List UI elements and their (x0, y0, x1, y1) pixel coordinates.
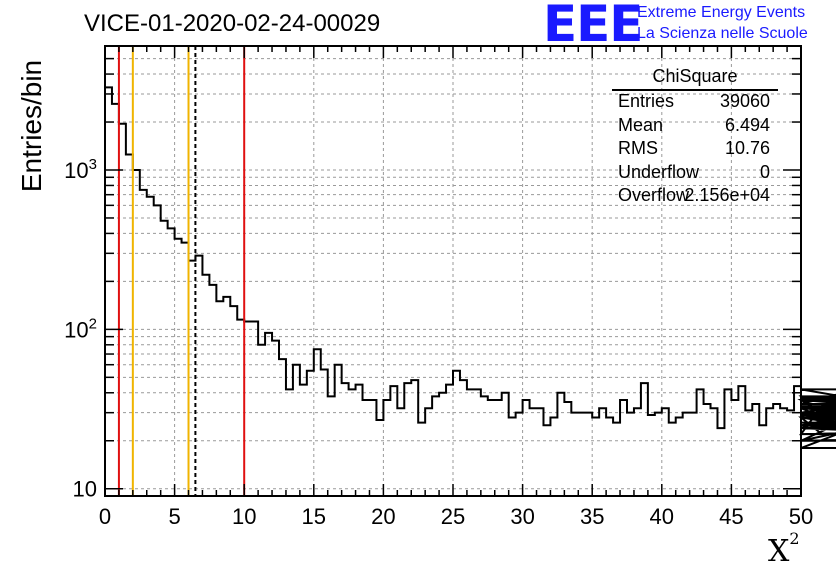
logo-line-2: La Scienza nelle Scuole (637, 25, 808, 42)
stats-box: ChiSquare Entries 39060 Mean 6.494 RMS 1… (612, 66, 778, 209)
x-tick-label: 5 (168, 504, 180, 529)
stats-row-entries: Entries 39060 (612, 91, 776, 115)
stats-value: 2.156e+04 (684, 185, 770, 205)
x-tick-label: 10 (232, 504, 256, 529)
x-tick-label: 45 (719, 504, 743, 529)
stats-value: 39060 (719, 91, 770, 111)
stats-key: Underflow (618, 161, 700, 182)
x-tick-label: 50 (789, 504, 813, 529)
x-tick-label: 35 (580, 504, 604, 529)
stats-row-overflow: Overflow 2.156e+04 (612, 185, 776, 209)
stats-value: 0 (759, 161, 770, 182)
chart-title: VICE-01-2020-02-24-00029 (84, 10, 381, 37)
stats-row-underflow: Underflow 0 (612, 162, 776, 186)
x-tick-label: 30 (510, 504, 534, 529)
stats-row-mean: Mean 6.494 (612, 115, 776, 139)
x-axis-label: Χ2 (768, 529, 800, 569)
x-tick-label: 0 (99, 504, 111, 529)
stats-title: ChiSquare (612, 66, 778, 91)
y-axis-label: Entries/bin (16, 59, 47, 193)
stats-value: 10.76 (724, 138, 770, 158)
x-tick-label: 25 (441, 504, 465, 529)
stats-key: RMS (618, 138, 658, 158)
stats-key: Mean (618, 114, 664, 135)
stats-row-rms: RMS 10.76 (612, 138, 776, 162)
eee-logo: EEE (543, 0, 643, 53)
y-tick-label: 103 (64, 156, 97, 183)
x-tick-label: 40 (650, 504, 674, 529)
x-axis-label-base: Χ (768, 534, 790, 569)
stats-key: Overflow (618, 185, 690, 205)
histogram-series (105, 86, 836, 450)
x-tick-label: 20 (371, 504, 395, 529)
x-tick-label: 15 (302, 504, 326, 529)
y-tick-label: 10 (73, 477, 97, 502)
stats-key: Entries (618, 91, 675, 111)
logo-line-1: Extreme Energy Events (637, 4, 806, 21)
y-tick-label: 102 (64, 315, 97, 342)
stats-value: 6.494 (724, 114, 770, 135)
x-axis-label-superscript: 2 (789, 529, 800, 548)
